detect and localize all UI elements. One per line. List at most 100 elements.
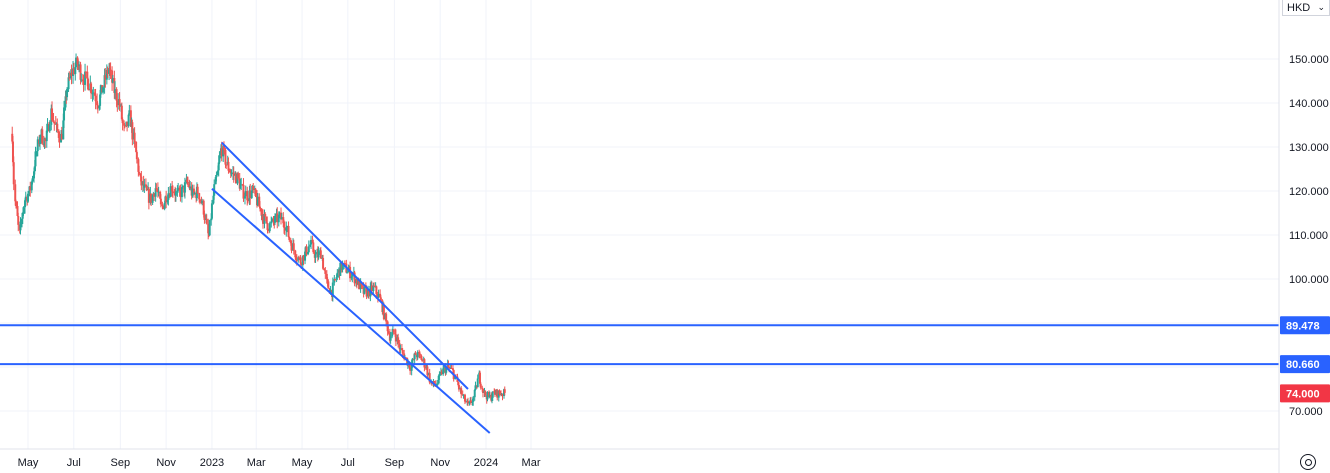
candle [484, 390, 487, 397]
candle [189, 181, 192, 191]
candle [426, 364, 429, 378]
candle [51, 101, 54, 123]
candle [305, 244, 308, 257]
y-tick-label: 70.000 [1289, 406, 1323, 418]
candle [474, 381, 477, 391]
candle [145, 184, 148, 192]
candle [361, 284, 364, 290]
candle [16, 201, 19, 217]
candle [70, 64, 73, 85]
svg-text:80.660: 80.660 [1286, 359, 1320, 371]
candle [82, 74, 85, 92]
candle [116, 93, 119, 112]
x-tick-label: Jul [341, 457, 355, 469]
candle [179, 184, 182, 202]
candle [373, 282, 376, 288]
candle [202, 199, 205, 218]
candle [299, 255, 302, 265]
candle [84, 71, 87, 79]
candle [29, 181, 32, 197]
level-price-label: 80.660 [1280, 355, 1330, 374]
candle [108, 62, 111, 76]
candle [400, 343, 403, 351]
candle [176, 185, 179, 197]
x-tick-label: 2024 [474, 457, 498, 469]
candle [205, 214, 208, 225]
candle [397, 333, 400, 348]
candle [286, 225, 289, 233]
candle [307, 251, 310, 256]
candle [79, 61, 82, 85]
candle [208, 219, 211, 236]
candle [283, 219, 286, 234]
settings-icon[interactable] [1300, 454, 1316, 470]
candle [210, 199, 213, 221]
channel-upper-line[interactable] [220, 141, 469, 390]
candle [111, 74, 114, 84]
candle [414, 351, 417, 355]
candle [265, 216, 268, 225]
candle [169, 183, 172, 198]
candle [156, 182, 159, 198]
candle [102, 86, 105, 95]
candle [159, 194, 162, 208]
candle [58, 131, 61, 148]
candle [428, 368, 431, 385]
candle [501, 393, 504, 401]
candle [324, 267, 327, 279]
candle [496, 388, 499, 401]
drawing-lines[interactable] [0, 141, 1279, 434]
candle [68, 71, 71, 81]
candle [93, 89, 96, 97]
channel-lower-line[interactable] [211, 188, 491, 434]
candle [280, 207, 283, 225]
candle [99, 84, 102, 98]
candle [476, 374, 479, 388]
candle [392, 329, 395, 335]
price-axis[interactable]: 150.000 140.000 130.000 120.000 110.000 100.0… [1289, 54, 1329, 418]
candle [94, 88, 97, 110]
candle [363, 286, 366, 295]
candle [310, 235, 313, 250]
candle [76, 56, 79, 70]
candle [75, 53, 78, 69]
candle [188, 179, 191, 191]
candle [232, 166, 235, 183]
candle [322, 254, 325, 270]
candle [11, 126, 14, 144]
candle [39, 134, 42, 150]
candle [227, 157, 230, 174]
candle [319, 246, 322, 259]
candle [498, 389, 501, 396]
candle [14, 199, 17, 209]
candlestick-series[interactable] [11, 53, 506, 407]
candle [462, 394, 465, 399]
candle [118, 91, 121, 111]
x-tick-label: Mar [247, 457, 266, 469]
currency-selector[interactable]: HKD ⌄ [1282, 0, 1330, 16]
y-tick-label: 140.000 [1289, 98, 1329, 110]
time-axis[interactable]: May Jul Sep Nov 2023 Mar May Jul Sep Nov 2024 Mar [18, 457, 541, 469]
candle [131, 119, 134, 146]
candle [123, 124, 126, 129]
candle [186, 176, 189, 188]
candle [327, 279, 330, 289]
candle [167, 186, 170, 206]
candle [311, 235, 314, 244]
candle [105, 64, 108, 85]
candle [246, 186, 249, 206]
candle [192, 184, 195, 198]
candle [237, 171, 240, 181]
candle [87, 88, 90, 91]
candle [394, 329, 397, 347]
candle [479, 381, 482, 390]
candle [503, 386, 506, 396]
candle [215, 171, 218, 182]
candle [379, 289, 382, 298]
candle [96, 103, 99, 114]
candle [91, 89, 94, 102]
x-tick-label: 2023 [200, 457, 224, 469]
candle [292, 239, 295, 255]
candle [140, 170, 143, 191]
